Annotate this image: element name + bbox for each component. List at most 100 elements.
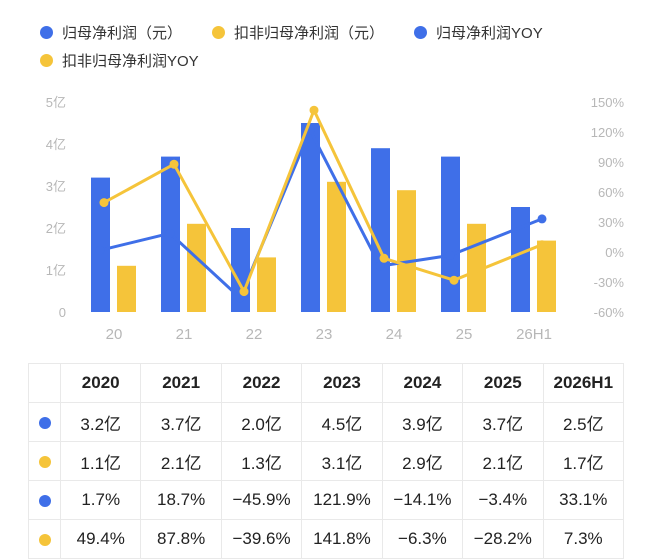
right-axis-tick-label: 60% bbox=[598, 185, 624, 200]
left-axis-tick-label: 5亿 bbox=[46, 95, 66, 110]
left-axis-tick-label: 3亿 bbox=[46, 179, 66, 194]
table-cell: 7.3% bbox=[542, 519, 625, 559]
table-cell: 2.9亿 bbox=[381, 441, 464, 481]
deducted-net-profit-yoy-point bbox=[169, 159, 179, 169]
deducted-net-profit-bar bbox=[117, 265, 136, 312]
table-cell: −28.2% bbox=[462, 519, 544, 559]
left-axis-tick-label: 1亿 bbox=[46, 263, 66, 278]
table-cell: 1.7% bbox=[59, 480, 142, 520]
deducted-net-profit-bar bbox=[187, 223, 206, 312]
legend-item-net-profit: 归母净利润（元） bbox=[40, 22, 182, 43]
table-header-blank bbox=[28, 363, 61, 403]
left-axis-ticks: 0 1亿 2亿 3亿 4亿 5亿 bbox=[46, 95, 66, 320]
deducted-net-profit-yoy-point bbox=[309, 105, 319, 115]
net-profit-bar bbox=[371, 148, 390, 312]
table-header-cell: 2022 bbox=[220, 363, 303, 403]
deducted-net-profit-yoy-point bbox=[239, 287, 249, 297]
net-profit-bar bbox=[301, 123, 320, 312]
table-row: 1.1亿 2.1亿 1.3亿 3.1亿 2.9亿 2.1亿 1.7亿 bbox=[28, 441, 625, 481]
row-marker-dot-icon bbox=[38, 455, 51, 468]
right-axis-tick-label: -60% bbox=[594, 305, 625, 320]
x-axis-ticks: 20 21 22 23 24 25 26H1 bbox=[106, 326, 552, 343]
net-profit-bar bbox=[511, 207, 530, 312]
right-axis-tick-label: 30% bbox=[598, 215, 624, 230]
legend-label: 归母净利润（元） bbox=[62, 24, 183, 42]
row-marker bbox=[28, 480, 61, 520]
legend-dot-icon bbox=[40, 25, 53, 39]
legend-item-net-profit-yoy: 归母净利润YOY bbox=[414, 22, 543, 43]
table-cell: 1.7亿 bbox=[542, 441, 625, 481]
x-axis-tick-label: 24 bbox=[386, 326, 403, 343]
deducted-net-profit-yoy-point bbox=[379, 253, 389, 263]
table-cell: −6.3% bbox=[381, 519, 464, 559]
net-profit-bar bbox=[441, 156, 460, 312]
deducted-net-profit-bar bbox=[327, 181, 346, 312]
right-axis-tick-label: 120% bbox=[591, 125, 625, 140]
table-cell: 3.9亿 bbox=[381, 402, 464, 442]
net-profit-yoy-point bbox=[165, 228, 175, 238]
net-profit-bar bbox=[91, 177, 110, 312]
legend-dot-icon bbox=[40, 53, 53, 67]
legend-label: 扣非归母净利润YOY bbox=[62, 52, 199, 70]
table-cell: 121.9% bbox=[301, 480, 383, 520]
legend-dot-icon bbox=[414, 25, 428, 39]
table-cell: 3.7亿 bbox=[462, 402, 544, 442]
row-marker bbox=[28, 441, 61, 481]
legend-label: 扣非归母净利润（元） bbox=[234, 24, 385, 42]
table-header-row: 2020 2021 2022 2023 2024 2025 2026H1 bbox=[28, 363, 625, 403]
x-axis-tick-label: 20 bbox=[106, 326, 123, 343]
legend-row-1: 归母净利润（元） 扣非归母净利润（元） 归母净利润YOY bbox=[40, 18, 640, 46]
table-cell: 33.1% bbox=[542, 480, 625, 520]
table-cell: 2.0亿 bbox=[220, 402, 303, 442]
row-marker-dot-icon bbox=[38, 533, 51, 546]
table-cell: 3.1亿 bbox=[301, 441, 383, 481]
legend-row-2: 扣非归母净利润YOY bbox=[40, 46, 640, 74]
table-cell: 3.2亿 bbox=[59, 402, 142, 442]
table-header-cell: 2025 bbox=[462, 363, 544, 403]
left-axis-tick-label: 0 bbox=[59, 305, 66, 320]
table-row: 49.4% 87.8% −39.6% 141.8% −6.3% −28.2% 7.3% bbox=[28, 519, 625, 559]
chart-legend: 归母净利润（元） 扣非归母净利润（元） 归母净利润YOY 扣非归母净利润YOY bbox=[40, 18, 640, 74]
right-axis-tick-label: 0% bbox=[605, 245, 624, 260]
row-marker-dot-icon bbox=[38, 494, 51, 507]
net-profit-yoy-point bbox=[95, 245, 105, 255]
left-axis-tick-label: 4亿 bbox=[46, 137, 66, 152]
table-cell: −14.1% bbox=[381, 480, 464, 520]
right-axis-ticks: -60% -30% 0% 30% 60% 90% 120% 150% bbox=[591, 95, 625, 320]
deducted-net-profit-bar bbox=[537, 240, 556, 312]
deducted-net-profit-yoy-point bbox=[537, 240, 547, 250]
legend-item-deducted-net-profit: 扣非归母净利润（元） bbox=[212, 22, 384, 43]
right-axis-tick-label: 150% bbox=[591, 95, 625, 110]
table-header-cell: 2023 bbox=[301, 363, 383, 403]
net-profit-yoy-point bbox=[445, 250, 455, 260]
table-cell: 141.8% bbox=[301, 519, 383, 559]
net-profit-yoy-point bbox=[375, 261, 385, 271]
table-header-cell: 2020 bbox=[59, 363, 142, 403]
table-cell: 4.5亿 bbox=[301, 402, 383, 442]
table-cell: −39.6% bbox=[220, 519, 303, 559]
data-table: 2020 2021 2022 2023 2024 2025 2026H1 3.2亿 3.7亿 2… bbox=[28, 363, 625, 559]
deducted-net-profit-yoy-point bbox=[449, 275, 459, 285]
table-row: 3.2亿 3.7亿 2.0亿 4.5亿 3.9亿 3.7亿 2.5亿 bbox=[28, 402, 625, 442]
right-axis-tick-label: -30% bbox=[594, 275, 625, 290]
row-marker bbox=[28, 519, 61, 559]
legend-dot-icon bbox=[212, 25, 226, 39]
row-marker-dot-icon bbox=[38, 416, 51, 429]
table-cell: −3.4% bbox=[462, 480, 544, 520]
bar-series bbox=[91, 123, 556, 312]
right-axis-tick-label: 90% bbox=[598, 155, 624, 170]
deducted-net-profit-bar bbox=[257, 257, 276, 312]
table-cell: 2.1亿 bbox=[462, 441, 544, 481]
row-marker bbox=[28, 402, 61, 442]
table-cell: 1.3亿 bbox=[220, 441, 303, 481]
x-axis-tick-label: 26H1 bbox=[516, 326, 552, 343]
deducted-net-profit-yoy-point bbox=[99, 198, 109, 208]
net-profit-yoy-point bbox=[537, 214, 547, 224]
line-series bbox=[95, 105, 547, 303]
deducted-net-profit-bar bbox=[397, 190, 416, 312]
x-axis-tick-label: 25 bbox=[456, 326, 473, 343]
table-cell: −45.9% bbox=[220, 480, 303, 520]
table-header-cell: 2021 bbox=[140, 363, 222, 403]
table-cell: 49.4% bbox=[59, 519, 142, 559]
